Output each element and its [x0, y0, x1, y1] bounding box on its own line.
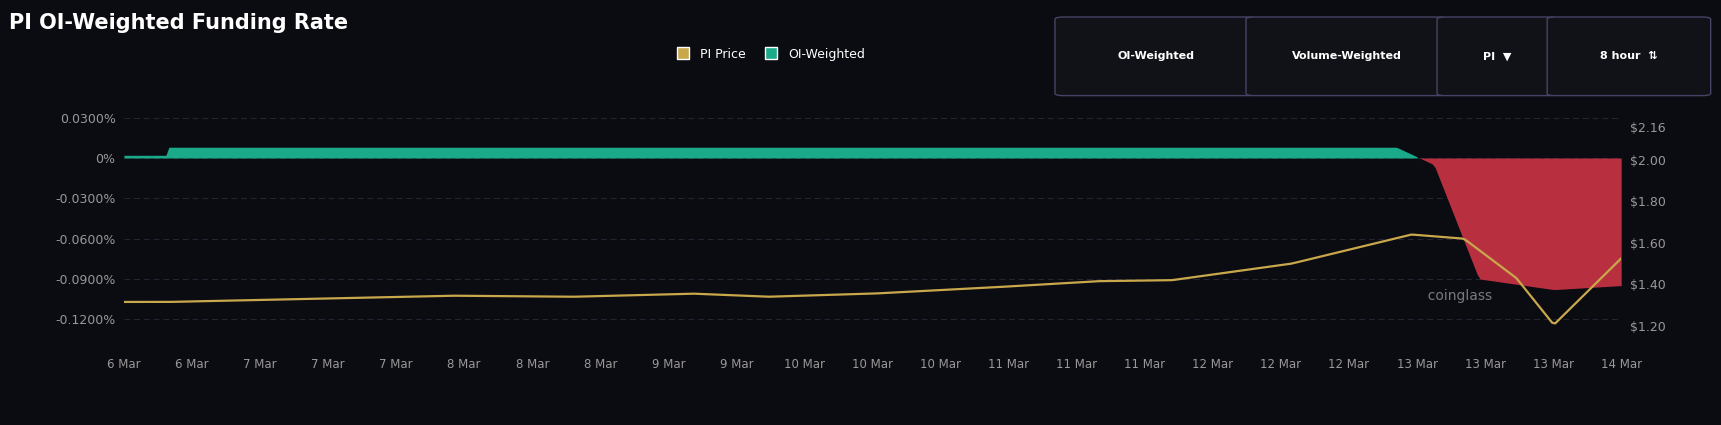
- Text: PI OI-Weighted Funding Rate: PI OI-Weighted Funding Rate: [9, 13, 348, 33]
- Text: OI-Weighted: OI-Weighted: [1117, 51, 1194, 61]
- Text: Volume-Weighted: Volume-Weighted: [1292, 51, 1401, 61]
- Text: PI  ▼: PI ▼: [1484, 51, 1511, 61]
- Text: 8 hour  ⇅: 8 hour ⇅: [1601, 51, 1657, 61]
- Legend: PI Price, OI-Weighted: PI Price, OI-Weighted: [666, 43, 871, 66]
- Text: coinglass: coinglass: [1420, 289, 1492, 303]
